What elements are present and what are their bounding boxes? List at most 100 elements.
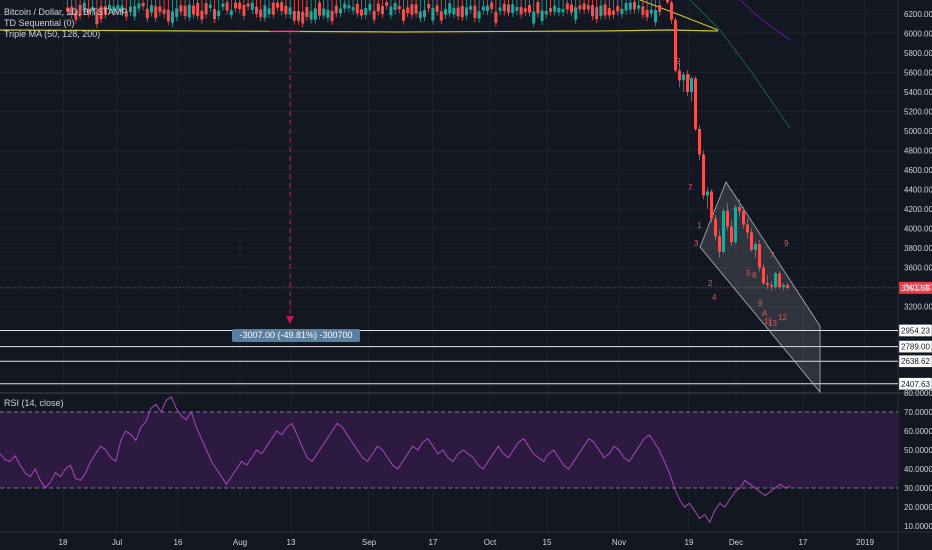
td-count: 7 <box>688 183 693 192</box>
candle-body <box>746 224 749 233</box>
symbol-legend[interactable]: Bitcoin / Dollar, 1D, BITSTAMP <box>4 7 128 17</box>
td-sequential-legend[interactable]: TD Sequential (0) <box>4 18 75 28</box>
candle-body <box>129 6 132 13</box>
candle-body <box>154 6 158 18</box>
candle-body <box>196 2 200 16</box>
candle-body <box>410 4 414 15</box>
candle-body <box>431 7 435 21</box>
candle-body <box>322 8 326 16</box>
candle-body <box>330 10 334 22</box>
candle-body <box>730 226 733 243</box>
candle-body <box>595 7 599 20</box>
candle-body <box>616 6 620 12</box>
candle-body <box>578 5 582 10</box>
candle-body <box>645 9 649 18</box>
candle-body <box>99 6 103 19</box>
time-axis[interactable]: 18 Jul 16 Aug 13 Sep 17 Oct 15 Nov 19 Dec 17 2019 <box>59 538 875 547</box>
time-tick-label: 16 <box>174 538 183 547</box>
measure-tool[interactable] <box>270 30 300 324</box>
rsi-band <box>0 411 898 489</box>
candle-body <box>536 2 540 14</box>
rsi-legend[interactable]: RSI (14, close) <box>4 398 64 408</box>
candle-body <box>305 6 309 18</box>
td-count: 13 <box>768 319 777 328</box>
ma-50-line <box>0 29 719 33</box>
price-tick-label: 5600.00 <box>904 69 932 78</box>
horizontal-level-label: 2407.63 <box>901 380 930 389</box>
candle-body <box>714 218 717 237</box>
candle-body <box>599 5 603 16</box>
price-tick-label: 3800.00 <box>904 244 932 253</box>
candle-body <box>734 207 737 243</box>
candle-body <box>187 4 191 18</box>
horizontal-level-tag <box>898 354 932 368</box>
candle-body <box>690 78 693 92</box>
ma-200-line <box>739 0 791 41</box>
candle-body <box>255 6 258 14</box>
candle-body <box>774 273 777 287</box>
td-count: 7 <box>770 251 775 260</box>
candle-body <box>444 9 447 15</box>
candle-body <box>694 78 697 130</box>
candle-body <box>486 5 489 11</box>
candle-body <box>141 2 145 7</box>
triple-ma-legend[interactable]: Triple MA (50, 128, 200) <box>4 29 101 39</box>
candle-body <box>612 10 615 15</box>
rsi-axis[interactable]: 80.0000 70.0000 60.0000 50.0000 40.0000 30.00… <box>904 389 932 531</box>
candle-body <box>229 10 233 15</box>
candle-body <box>502 3 506 12</box>
candle-body <box>574 7 578 20</box>
candle-body <box>217 10 221 16</box>
current-price-tag <box>899 281 932 294</box>
candle-body <box>70 6 74 15</box>
price-tick-label: 5200.00 <box>904 108 932 117</box>
candle-body <box>66 7 69 12</box>
candle-body <box>288 7 292 15</box>
candle-body <box>318 2 321 16</box>
candle-body <box>145 8 149 19</box>
candle-body <box>309 11 313 20</box>
candle-body <box>603 4 607 16</box>
candle-body <box>334 5 338 14</box>
horizontal-level-tag <box>898 377 932 391</box>
candle-body <box>137 3 141 9</box>
price-tick-label: 5000.00 <box>904 127 932 136</box>
time-tick-label: Aug <box>233 538 247 547</box>
candle-body <box>326 9 330 18</box>
candle-body <box>528 5 531 13</box>
price-axis[interactable]: 6200.00 6000.00 5800.00 5600.00 5400.00 5200.… <box>904 10 932 312</box>
candle-body <box>658 5 662 12</box>
td-count: 11 <box>764 317 773 326</box>
candle-body <box>280 2 284 12</box>
candle-body <box>477 11 481 19</box>
candle-body <box>549 8 552 12</box>
candle-body <box>91 6 95 12</box>
horizontal-levels[interactable]: 2954.23 2789.00 2638.62 2407.63 3391.59 <box>0 281 932 391</box>
candle-body <box>192 5 195 15</box>
candle-body <box>633 2 636 10</box>
candle-body <box>494 11 498 23</box>
candle-body <box>698 129 701 155</box>
candle-body <box>381 6 384 15</box>
candle-body <box>213 9 216 20</box>
candle-body <box>221 3 225 8</box>
candle-body <box>481 6 485 11</box>
candle-body <box>402 9 405 21</box>
candle-body <box>456 7 460 17</box>
horizontal-level-label: 2954.23 <box>901 326 930 335</box>
candle-body <box>355 3 359 14</box>
rsi-tick-label: 20.0000 <box>904 503 932 512</box>
candle-body <box>532 11 536 24</box>
candle-body <box>150 5 153 13</box>
candle-body <box>74 10 78 20</box>
candle-body <box>460 5 464 18</box>
rsi-line <box>0 396 791 524</box>
candles[interactable] <box>66 0 789 291</box>
candle-body <box>586 5 590 10</box>
candle-body <box>284 5 288 15</box>
candle-body <box>762 267 765 284</box>
ma-50-slope <box>639 0 719 31</box>
price-tick-label: 3200.00 <box>904 303 932 312</box>
